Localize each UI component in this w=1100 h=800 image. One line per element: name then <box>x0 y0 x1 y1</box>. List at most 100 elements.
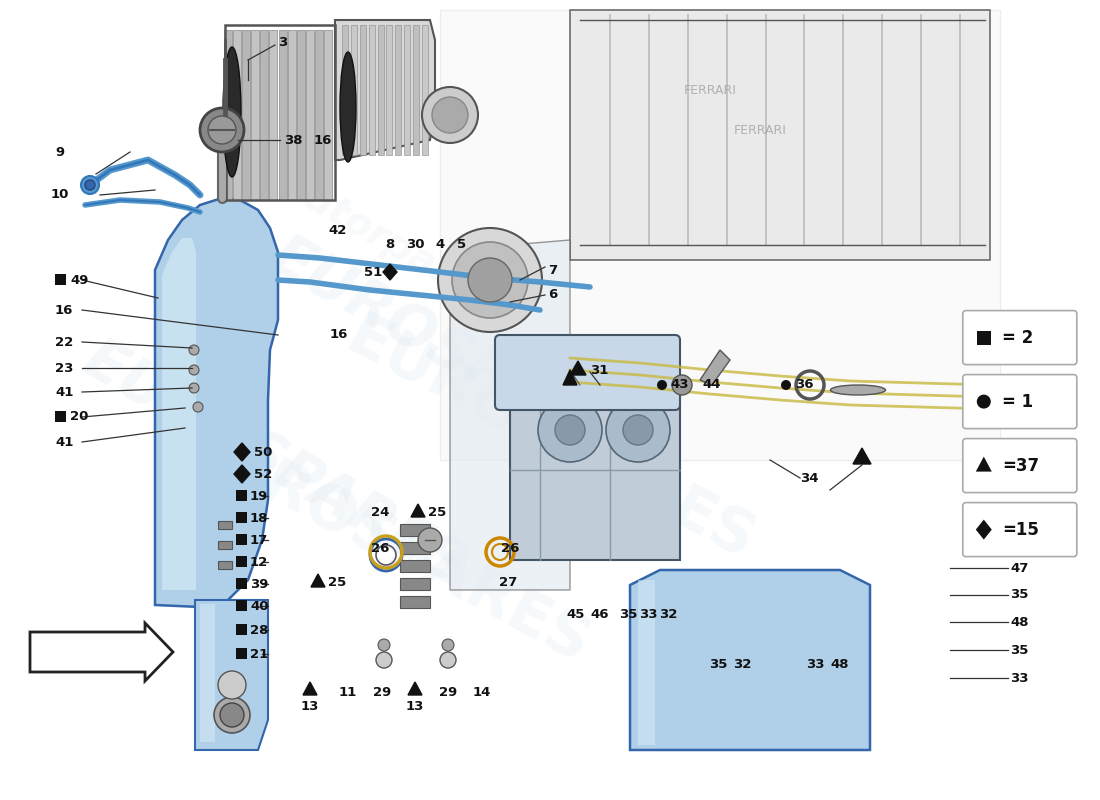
Circle shape <box>218 671 246 699</box>
Polygon shape <box>976 457 992 471</box>
Text: 28: 28 <box>250 623 268 637</box>
Text: 41: 41 <box>55 386 74 398</box>
Circle shape <box>438 228 542 332</box>
Bar <box>218 561 232 569</box>
Polygon shape <box>162 238 196 590</box>
Circle shape <box>657 380 667 390</box>
Bar <box>977 330 991 345</box>
Bar <box>422 25 428 155</box>
Text: 8: 8 <box>385 238 395 251</box>
FancyBboxPatch shape <box>962 502 1077 557</box>
Text: 27: 27 <box>499 575 517 589</box>
Text: 51: 51 <box>364 266 382 278</box>
FancyArrow shape <box>30 623 173 681</box>
Text: 52: 52 <box>254 467 273 481</box>
Bar <box>218 521 232 529</box>
Bar <box>55 411 66 422</box>
Circle shape <box>452 242 528 318</box>
Text: 22: 22 <box>55 335 74 349</box>
Bar <box>224 30 232 200</box>
Bar <box>270 30 277 200</box>
Bar <box>297 30 305 200</box>
Text: 4: 4 <box>436 238 444 251</box>
Bar <box>386 25 393 155</box>
Bar <box>261 30 268 200</box>
Text: 47: 47 <box>1010 562 1028 574</box>
Circle shape <box>781 380 791 390</box>
Bar <box>377 25 384 155</box>
Polygon shape <box>700 350 730 385</box>
Circle shape <box>200 108 244 152</box>
Polygon shape <box>195 600 268 750</box>
Text: 19: 19 <box>250 490 268 502</box>
Circle shape <box>672 375 692 395</box>
Ellipse shape <box>223 47 241 177</box>
Bar <box>236 624 248 635</box>
Bar <box>368 25 375 155</box>
Bar <box>400 524 430 536</box>
FancyBboxPatch shape <box>962 310 1077 365</box>
Bar <box>236 556 248 567</box>
Bar <box>400 596 430 608</box>
Text: autorparts: autorparts <box>274 166 496 314</box>
Text: 6: 6 <box>548 289 558 302</box>
Circle shape <box>418 528 442 552</box>
Text: 42: 42 <box>329 223 348 237</box>
Bar <box>342 25 348 155</box>
Text: 16: 16 <box>330 329 349 342</box>
Circle shape <box>422 87 478 143</box>
Ellipse shape <box>340 52 356 162</box>
Bar <box>306 30 313 200</box>
Text: 18: 18 <box>250 511 268 525</box>
FancyBboxPatch shape <box>495 335 680 410</box>
Text: FERRARI: FERRARI <box>683 83 736 97</box>
FancyBboxPatch shape <box>962 438 1077 493</box>
Text: 45: 45 <box>566 609 585 622</box>
Text: EUROSPARES: EUROSPARES <box>73 331 477 597</box>
Text: 33: 33 <box>639 609 658 622</box>
Bar <box>400 542 430 554</box>
Bar <box>395 25 402 155</box>
Text: 35: 35 <box>1010 643 1028 657</box>
Text: 46: 46 <box>591 609 609 622</box>
Polygon shape <box>570 10 990 260</box>
Text: 35: 35 <box>708 658 727 671</box>
Text: 30: 30 <box>406 238 425 251</box>
Circle shape <box>220 703 244 727</box>
Text: 33: 33 <box>1010 671 1028 685</box>
Text: 38: 38 <box>284 134 302 146</box>
Text: 14: 14 <box>473 686 492 698</box>
Circle shape <box>556 415 585 445</box>
Text: 26: 26 <box>500 542 519 554</box>
Circle shape <box>977 394 991 409</box>
Polygon shape <box>852 448 871 464</box>
Bar <box>218 541 232 549</box>
Bar <box>236 648 248 659</box>
Text: 23: 23 <box>55 362 74 374</box>
Text: 50: 50 <box>254 446 273 458</box>
Circle shape <box>432 97 468 133</box>
Bar <box>315 30 323 200</box>
Text: 21: 21 <box>250 647 268 661</box>
Text: = 2: = 2 <box>1002 329 1033 346</box>
Bar <box>236 512 248 523</box>
Text: FERRARI: FERRARI <box>734 123 786 137</box>
Circle shape <box>189 365 199 375</box>
Text: = 1: = 1 <box>1002 393 1033 410</box>
Text: 34: 34 <box>800 471 818 485</box>
Polygon shape <box>630 570 870 750</box>
Polygon shape <box>450 240 570 590</box>
Text: 13: 13 <box>300 700 319 713</box>
Bar <box>278 30 286 200</box>
Bar <box>414 25 419 155</box>
Polygon shape <box>638 580 654 745</box>
Text: 29: 29 <box>439 686 458 698</box>
Polygon shape <box>411 504 425 517</box>
Circle shape <box>189 345 199 355</box>
Polygon shape <box>570 361 586 375</box>
Circle shape <box>606 398 670 462</box>
Polygon shape <box>563 370 578 385</box>
Text: 24: 24 <box>371 506 389 518</box>
Text: 16: 16 <box>314 134 332 146</box>
Polygon shape <box>336 20 434 160</box>
